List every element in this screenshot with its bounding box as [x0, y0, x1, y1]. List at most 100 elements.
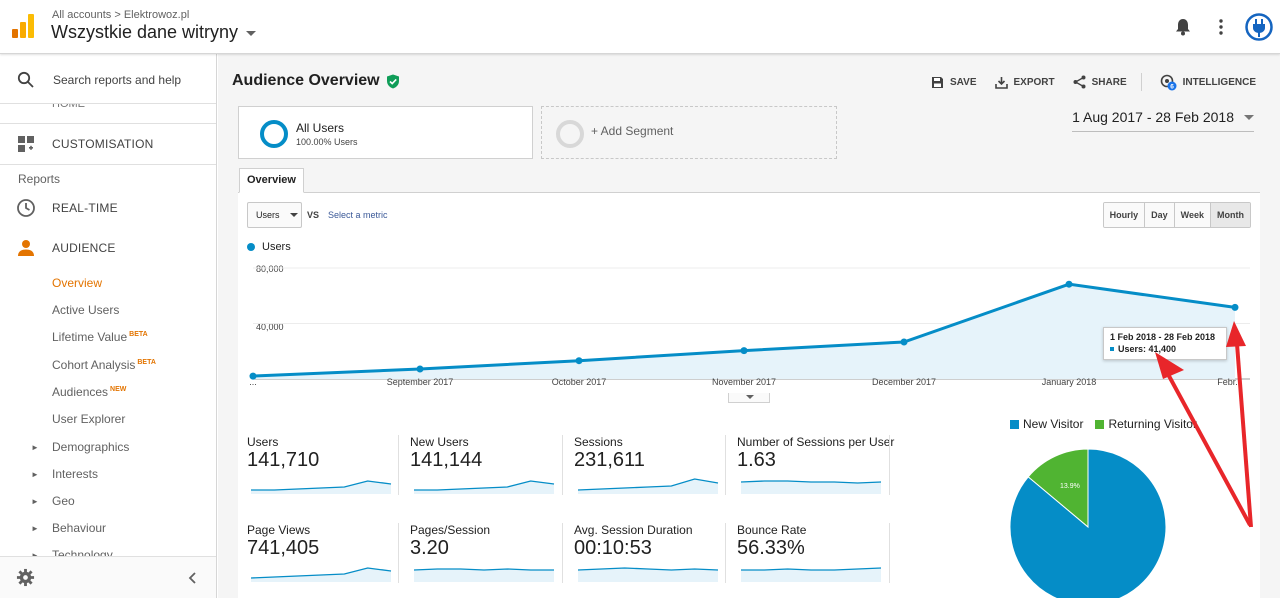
sidebar-item-realtime[interactable]: REAL-TIME — [0, 188, 216, 228]
search-icon — [17, 71, 34, 88]
x-tick-label: November 2017 — [711, 377, 777, 387]
pie-legend: New Visitor Returning Visitor — [1010, 417, 1197, 431]
save-button[interactable]: SAVE — [931, 76, 977, 89]
sparkline-line — [577, 567, 719, 571]
collapse-sidebar-icon[interactable] — [188, 572, 196, 584]
date-range-picker[interactable]: 1 Aug 2017 - 28 Feb 2018 — [1072, 109, 1254, 132]
sparkline — [413, 568, 554, 582]
scorecard-users[interactable]: Users 141,710 — [247, 435, 400, 505]
chevron-down-icon — [289, 213, 298, 217]
search-reports[interactable]: Search reports and help — [0, 54, 216, 104]
metric-value: 00:10:53 — [574, 537, 652, 559]
segment-all-users[interactable]: All Users 100.00% Users — [238, 106, 533, 159]
segment-ring-icon — [556, 120, 584, 148]
x-tick-label: Febr... — [1217, 377, 1243, 387]
metric-value: 741,405 — [247, 537, 320, 559]
account-avatar[interactable] — [1244, 12, 1274, 42]
metric-value: 141,710 — [247, 449, 320, 471]
account-breadcrumb[interactable]: All accounts > Elektrowoz.pl — [52, 9, 190, 21]
clock-icon — [17, 199, 35, 217]
sidebar-subitem-overview[interactable]: Overview — [52, 276, 103, 290]
select-metric-link[interactable]: Select a metric — [328, 210, 388, 220]
intelligence-button[interactable]: 6 INTELLIGENCE — [1160, 74, 1256, 91]
expand-arrow-icon: ► — [31, 497, 39, 506]
account-view-label: Wszystkie dane witryny — [51, 22, 239, 42]
data-point — [249, 372, 257, 380]
period-toggle: Hourly Day Week Month — [1102, 202, 1251, 228]
scorecard-avg-session-duration[interactable]: Avg. Session Duration 00:10:53 — [574, 523, 727, 593]
scorecard-pages-session[interactable]: Pages/Session 3.20 — [410, 523, 563, 593]
intelligence-icon: 6 — [1160, 74, 1177, 90]
scorecard-bounce-rate[interactable]: Bounce Rate 56.33% — [737, 523, 890, 593]
tooltip-value: Users: 41,400 — [1118, 344, 1177, 354]
metric-selector[interactable]: Users — [247, 202, 302, 228]
chevron-down-icon — [246, 31, 257, 36]
sidebar-subitem-user-explorer[interactable]: User Explorer — [52, 412, 126, 426]
notifications-button[interactable] — [1168, 12, 1198, 42]
sidebar-item-audience[interactable]: AUDIENCE — [0, 228, 216, 268]
reports-section-label: Reports — [18, 172, 61, 186]
sidebar-subitem-lifetime-value[interactable]: Lifetime Value BETA — [52, 330, 148, 344]
export-button[interactable]: EXPORT — [994, 76, 1055, 89]
sidebar-subitem-demographics[interactable]: Demographics — [52, 440, 130, 454]
metric-value: 231,611 — [574, 449, 645, 471]
share-button[interactable]: SHARE — [1073, 75, 1127, 89]
sparkline — [251, 480, 392, 494]
visitor-pie-chart[interactable]: 13.9%86.1% — [1010, 447, 1170, 598]
add-segment-button[interactable]: + Add Segment — [541, 106, 837, 159]
person-icon — [18, 240, 34, 256]
report-area: Audience Overview SAVE EXPORT SHARE — [218, 54, 1280, 598]
sidebar-subitem-interests[interactable]: Interests — [52, 467, 99, 481]
sparkline-line — [413, 568, 554, 571]
gear-icon[interactable] — [16, 568, 35, 587]
collapse-chart-toggle[interactable] — [728, 393, 770, 403]
period-month-button[interactable]: Month — [1211, 203, 1250, 227]
sidebar-subitem-geo[interactable]: Geo — [52, 494, 75, 508]
period-week-button[interactable]: Week — [1174, 203, 1211, 227]
scorecard-page-views[interactable]: Page Views 741,405 — [247, 523, 400, 593]
metric-name: Sessions — [574, 435, 623, 449]
sidebar-subitem-cohort-analysis[interactable]: Cohort Analysis BETA — [52, 358, 156, 372]
top-app-bar: All accounts > Elektrowoz.pl Wszystkie d… — [0, 0, 1280, 54]
data-point — [1065, 280, 1073, 288]
sidebar-footer — [0, 556, 216, 598]
pie-legend-returning-visitor: Returning Visitor — [1095, 417, 1197, 431]
sidebar-subitem-active-users[interactable]: Active Users — [52, 303, 120, 317]
sparkline-area — [578, 568, 718, 582]
sparkline-area — [414, 569, 554, 582]
chevron-down-icon — [1244, 114, 1254, 120]
sparkline — [740, 480, 882, 494]
sparkline-line — [577, 478, 719, 491]
sparkline — [250, 567, 392, 582]
analytics-logo-icon — [12, 14, 34, 38]
tab-overview[interactable]: Overview — [239, 168, 304, 193]
sparkline-line — [740, 480, 882, 484]
expand-arrow-icon: ► — [31, 551, 39, 560]
scorecard-new-users[interactable]: New Users 141,144 — [410, 435, 563, 505]
period-hourly-button[interactable]: Hourly — [1103, 203, 1146, 227]
metric-value: 56.33% — [737, 537, 805, 559]
users-line-chart[interactable] — [238, 255, 1260, 405]
legend-swatch — [1095, 419, 1105, 429]
sparkline-area — [741, 481, 881, 494]
expand-arrow-icon: ► — [31, 470, 39, 479]
account-view-selector[interactable]: Wszystkie dane witryny — [51, 22, 257, 43]
series-square-icon — [1110, 347, 1114, 351]
sidebar-subitem-audiences[interactable]: Audiences NEW — [52, 385, 127, 399]
pie-legend-new-visitor: New Visitor — [1010, 417, 1083, 431]
x-tick-label: October 2017 — [551, 377, 607, 387]
sidebar-subitem-behaviour[interactable]: Behaviour — [52, 521, 107, 535]
share-icon — [1073, 75, 1086, 89]
sparkline — [577, 567, 719, 582]
sparkline-line — [250, 567, 392, 579]
sidebar-item-customisation[interactable]: CUSTOMISATION — [0, 124, 216, 164]
scorecard-number-of-sessions-per-user[interactable]: Number of Sessions per User 1.63 — [737, 435, 894, 505]
plug-avatar-icon — [1245, 13, 1273, 41]
period-day-button[interactable]: Day — [1145, 203, 1175, 227]
floppy-disk-icon — [932, 76, 944, 88]
expand-arrow-icon: ► — [31, 524, 39, 533]
y-tick-label: 40,000 — [256, 322, 284, 332]
sparkline-line — [741, 567, 882, 571]
scorecard-sessions[interactable]: Sessions 231,611 — [574, 435, 727, 505]
more-options-button[interactable] — [1206, 12, 1236, 42]
